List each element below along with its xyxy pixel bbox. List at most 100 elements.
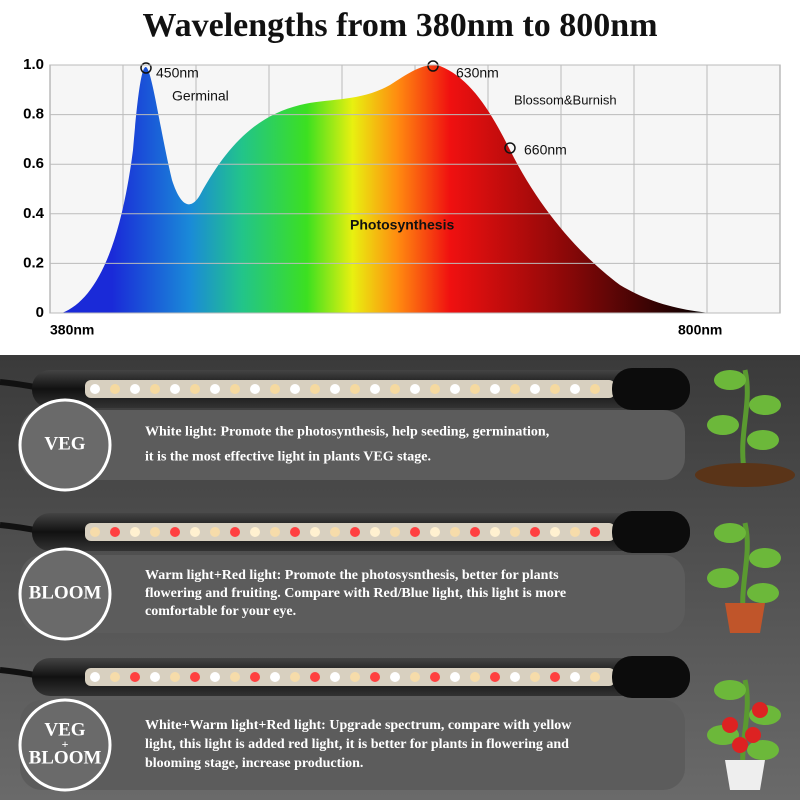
leaf: [749, 548, 781, 568]
led: [570, 384, 580, 394]
led: [370, 384, 380, 394]
led: [110, 384, 120, 394]
led: [230, 672, 240, 682]
panel: [20, 700, 685, 790]
led: [170, 672, 180, 682]
led: [510, 672, 520, 682]
led: [590, 384, 600, 394]
led: [570, 672, 580, 682]
led: [470, 384, 480, 394]
led: [290, 384, 300, 394]
annotations: 450nm Germinal 630nm Blossom&Burnish 660…: [140, 60, 617, 233]
y-tick-label: 0.2: [23, 254, 44, 271]
led: [90, 384, 100, 394]
led: [150, 672, 160, 682]
badge: [18, 547, 112, 641]
led: [350, 527, 360, 537]
panel: [20, 555, 685, 633]
annotation: 450nm: [156, 65, 199, 81]
pot: [725, 760, 765, 790]
led: [470, 527, 480, 537]
led: [210, 527, 220, 537]
led: [270, 384, 280, 394]
led: [310, 384, 320, 394]
led: [190, 672, 200, 682]
led: [390, 527, 400, 537]
tomato: [745, 727, 761, 743]
mode-text: White light: Promote the photosynthesis,…: [145, 425, 549, 440]
leaf: [714, 370, 746, 390]
leaf: [747, 583, 779, 603]
led: [450, 384, 460, 394]
annotation: Germinal: [172, 88, 229, 104]
led: [330, 527, 340, 537]
y-tick-label: 0.8: [23, 106, 44, 123]
mode-text: comfortable for your eye.: [145, 604, 296, 619]
y-tick-label: 0: [36, 304, 44, 321]
led: [530, 527, 540, 537]
leaf: [747, 430, 779, 450]
led: [590, 527, 600, 537]
led: [110, 672, 120, 682]
led: [510, 527, 520, 537]
mode-text: White+Warm light+Red light: Upgrade spec…: [145, 718, 572, 733]
led: [290, 527, 300, 537]
led: [410, 527, 420, 537]
pot: [725, 603, 765, 633]
led: [570, 527, 580, 537]
leaf: [749, 395, 781, 415]
mode-text: Warm light+Red light: Promote the photos…: [145, 568, 559, 583]
annotation: Blossom&Burnish: [514, 92, 617, 107]
mode-name: BLOOM: [29, 582, 102, 603]
annotation: 630nm: [456, 65, 499, 81]
led: [170, 384, 180, 394]
annotation: Photosynthesis: [350, 217, 454, 233]
leaf: [747, 740, 779, 760]
led: [150, 384, 160, 394]
led: [110, 527, 120, 537]
led: [210, 672, 220, 682]
tomato: [732, 737, 748, 753]
led: [170, 527, 180, 537]
leaf: [714, 523, 746, 543]
mode-section: VEG White light: Promote the photosynthes…: [0, 368, 795, 492]
led: [510, 384, 520, 394]
led: [330, 384, 340, 394]
annotation: 660nm: [524, 142, 567, 158]
led: [390, 672, 400, 682]
badge: [18, 698, 112, 792]
mode-name: BLOOM: [29, 747, 102, 768]
led: [130, 672, 140, 682]
mode-name: VEG: [44, 719, 85, 740]
mode-text: light, this light is added red light, it…: [145, 737, 569, 752]
end-cap: [612, 656, 690, 698]
led: [90, 527, 100, 537]
spectrum-curve: [62, 65, 710, 314]
mode-text: blooming stage, increase production.: [145, 756, 363, 771]
led: [390, 384, 400, 394]
led: [270, 672, 280, 682]
led: [130, 527, 140, 537]
led: [430, 384, 440, 394]
mode-section: VEG+BLOOM White+Warm light+Red light: Upg…: [0, 656, 781, 792]
led: [550, 527, 560, 537]
led: [410, 384, 420, 394]
x-end-label: 800nm: [678, 322, 722, 338]
led: [370, 672, 380, 682]
y-tick-label: 0.6: [23, 155, 44, 172]
led: [350, 672, 360, 682]
led: [230, 527, 240, 537]
led: [550, 672, 560, 682]
led: [530, 384, 540, 394]
led: [90, 672, 100, 682]
led: [370, 527, 380, 537]
led: [190, 527, 200, 537]
led: [430, 527, 440, 537]
title: Wavelengths from 380nm to 800nm: [142, 7, 657, 44]
led: [330, 672, 340, 682]
badge: [18, 398, 112, 492]
tomato: [752, 702, 768, 718]
end-cap: [612, 511, 690, 553]
led: [310, 527, 320, 537]
